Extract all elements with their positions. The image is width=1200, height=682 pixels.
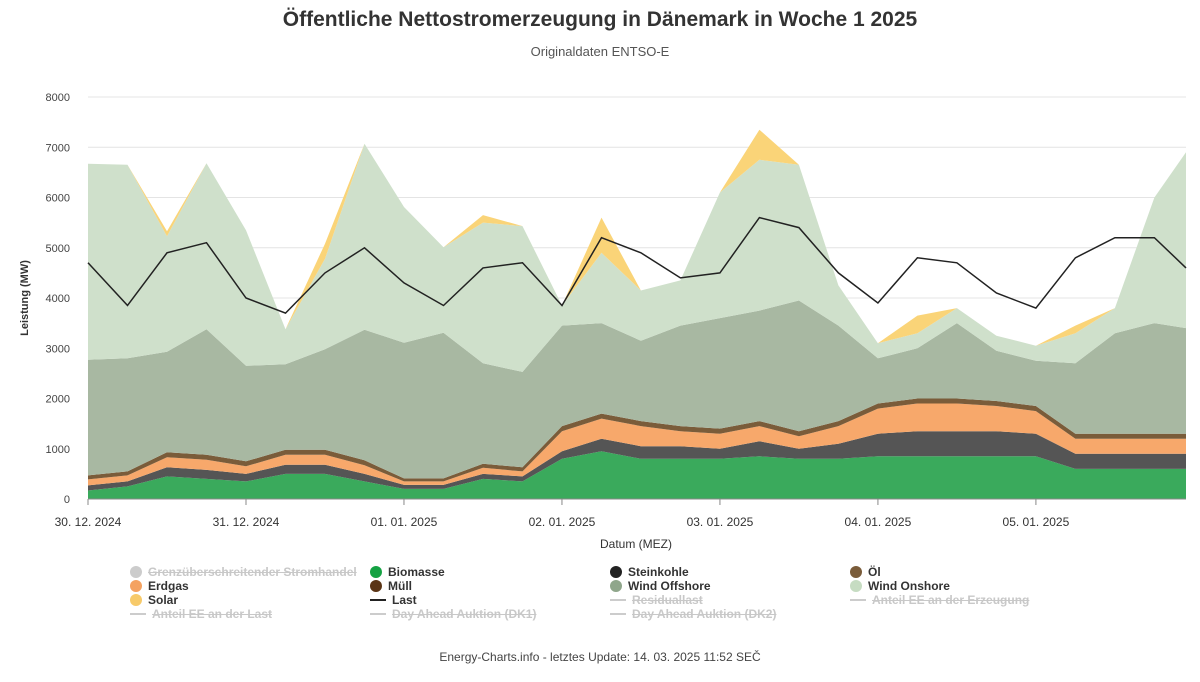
legend-line-icon [130,613,146,615]
x-tick-label: 02. 01. 2025 [529,515,596,529]
chart-title: Öffentliche Nettostromerzeugung in Dänem… [282,8,918,31]
y-tick-label: 6000 [46,193,70,205]
legend-item-residuallast[interactable]: Residuallast [610,593,703,607]
chart-subtitle: Originaldaten ENTSO-E [530,44,670,59]
x-tick-label: 03. 01. 2025 [687,515,754,529]
credits[interactable]: Energy-Charts.info - letztes Update: 14.… [439,650,761,664]
legend-label: Day Ahead Auktion (DK2) [632,607,777,621]
legend-label: Biomasse [388,565,445,579]
legend-line-icon [610,599,626,601]
x-tick-label: 31. 12. 2024 [213,515,280,529]
legend-marker-icon [130,594,142,606]
area-erdgas[interactable] [88,403,1186,486]
legend-item-steinkohle[interactable]: Steinkohle [610,565,689,579]
load-line [87,216,1187,314]
legend-line-icon [610,613,626,615]
legend-marker-icon [370,566,382,578]
legend-marker-icon [130,566,142,578]
legend-label: Solar [148,593,179,607]
legend-label: Last [392,593,417,607]
legend-label: Steinkohle [628,565,689,579]
legend-item-m-ll[interactable]: Müll [370,579,412,593]
area-steinkohle[interactable] [88,431,1186,491]
legend-label: Wind Offshore [628,579,711,593]
area-wind-offshore[interactable] [88,300,1186,479]
stacked-areas [88,129,1186,499]
y-tick-label: 1000 [46,444,70,456]
x-axis-label: Datum (MEZ) [600,537,672,551]
legend-label: Anteil EE an der Erzeugung [872,593,1030,607]
legend-line-icon [370,599,386,601]
x-tick-label: 30. 12. 2024 [55,515,122,529]
legend-label: Müll [388,579,412,593]
area-wind-onshore[interactable] [88,143,1186,372]
legend-item-biomasse[interactable]: Biomasse [370,565,445,579]
legend-item-anteil-ee-an-der-last[interactable]: Anteil EE an der Last [130,607,272,621]
y-axis-label: Leistung (MW) [19,260,31,336]
legend-line-icon [850,599,866,601]
y-tick-label: 2000 [46,394,70,406]
x-tick-label: 04. 01. 2025 [845,515,912,529]
line-last[interactable] [87,216,1187,314]
legend-item-wind-offshore[interactable]: Wind Offshore [610,579,711,593]
legend-item-last[interactable]: Last [370,593,417,607]
legend-label: Erdgas [148,579,189,593]
legend-item-solar[interactable]: Solar [130,593,178,607]
legend-item-day-ahead-auktion-dk1[interactable]: Day Ahead Auktion (DK1) [370,607,536,621]
legend-marker-icon [850,566,862,578]
legend-marker-icon [610,566,622,578]
area--l[interactable] [88,398,1186,482]
legend-label: Öl [868,565,881,579]
x-tick-label: 01. 01. 2025 [371,515,438,529]
legend-item-anteil-ee-an-der-erzeugung[interactable]: Anteil EE an der Erzeugung [850,593,1029,607]
legend-item-day-ahead-auktion-dk2[interactable]: Day Ahead Auktion (DK2) [610,607,776,621]
legend-item-grenz-berschreitender-stromhandel[interactable]: Grenzüberschreitender Stromhandel [130,565,357,579]
legend-label: Day Ahead Auktion (DK1) [392,607,537,621]
legend-label: Anteil EE an der Last [152,607,273,621]
y-tick-label: 4000 [46,293,70,305]
area-biomasse[interactable] [88,451,1186,499]
legend-label: Wind Onshore [868,579,950,593]
legend-marker-icon [610,580,622,592]
axes: 0 1000 2000 3000 4000 5000 6000 7000 8000 30. 12.… [46,92,1186,529]
x-tick-label: 05. 01. 2025 [1003,515,1070,529]
y-tick-label: 0 [64,494,70,506]
legend-marker-icon [850,580,862,592]
legend-label: Grenzüberschreitender Stromhandel [148,565,357,579]
legend-line-icon [370,613,386,615]
y-tick-label: 3000 [46,343,70,355]
legend-label: Residuallast [632,593,703,607]
y-tick-label: 7000 [46,142,70,154]
y-tick-label: 5000 [46,243,70,255]
legend-marker-icon [370,580,382,592]
legend-item-l[interactable]: Öl [850,565,881,579]
legend-item-erdgas[interactable]: Erdgas [130,579,189,593]
legend-item-wind-onshore[interactable]: Wind Onshore [850,579,950,593]
legend-marker-icon [130,580,142,592]
y-tick-label: 8000 [46,92,70,104]
